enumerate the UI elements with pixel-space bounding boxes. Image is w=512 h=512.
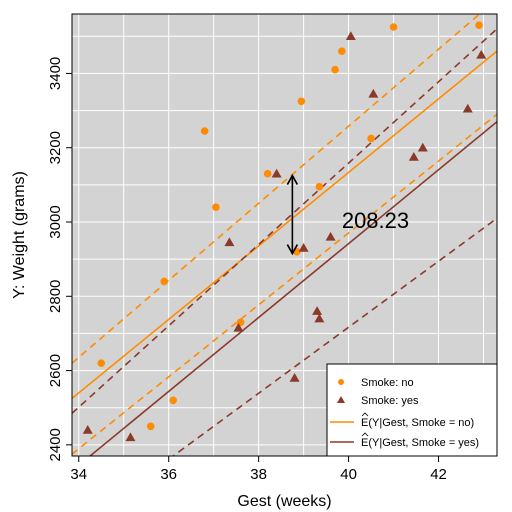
x-axis-title: Gest (weeks) (237, 493, 331, 510)
point-yes (314, 313, 325, 323)
y-tick-label: 3400 (47, 57, 64, 90)
mean-line-yes (88, 121, 497, 456)
legend-label-fit-yes: E(Y|Gest, Smoke = yes) (361, 437, 479, 449)
point-no (160, 277, 168, 286)
legend-marker-no (338, 379, 344, 385)
point-yes (298, 243, 309, 252)
point-no (212, 203, 220, 211)
point-no (169, 396, 177, 405)
point-yes (125, 432, 136, 442)
legend-marker-yes (337, 396, 345, 403)
x-tick-label: 42 (430, 466, 447, 483)
point-no (200, 127, 209, 135)
point-yes (417, 142, 428, 152)
difference-label: 208.23 (342, 208, 409, 233)
x-tick-label: 34 (70, 466, 87, 483)
mean-line-no (72, 50, 497, 400)
legend-label-fit-no: E(Y|Gest, Smoke = no) (361, 417, 474, 429)
point-no (97, 359, 106, 367)
point-no (389, 23, 398, 31)
x-tick-label: 38 (250, 466, 267, 483)
y-tick-label: 2600 (47, 354, 64, 387)
legend-label-yes: Smoke: yes (361, 395, 419, 407)
point-no (338, 47, 346, 55)
point-yes (312, 306, 323, 315)
point-yes (476, 49, 487, 59)
point-yes (82, 425, 93, 434)
point-no (263, 169, 272, 178)
arrow-head-top (286, 173, 299, 185)
y-tick-label: 3000 (47, 205, 64, 238)
point-yes (368, 88, 379, 98)
y-tick-label: 2800 (47, 280, 64, 313)
data-points (82, 21, 487, 442)
point-no (315, 182, 324, 191)
difference-annotation: 208.23 (286, 173, 409, 256)
legend-hat-yes (361, 432, 369, 437)
y-axis-title: Y: Weight (grams) (11, 171, 28, 299)
legend-box (326, 363, 498, 457)
fitted-lines (72, 14, 497, 456)
point-yes (233, 322, 244, 332)
point-no (475, 21, 483, 29)
plot-frame (71, 13, 498, 457)
legend-hat-no (361, 412, 369, 417)
point-no (146, 422, 155, 431)
point-no (331, 65, 339, 74)
point-no (367, 134, 375, 143)
arrow-head-bottom (286, 244, 299, 256)
point-yes (408, 152, 419, 161)
x-tick-label: 36 (160, 466, 177, 483)
point-yes (345, 31, 356, 41)
point-no (297, 97, 306, 106)
band-upper-no (72, 14, 481, 364)
legend: Smoke: no Smoke: yes E(Y|Gest, Smoke = no)… (326, 363, 498, 457)
y-tick-label: 3200 (47, 131, 64, 164)
point-yes (289, 373, 300, 382)
point-yes (271, 168, 282, 178)
point-yes (224, 237, 235, 247)
y-tick-label: 2400 (47, 428, 64, 461)
point-yes (462, 103, 473, 113)
axes: 34 36 38 40 42 2400 2600 2800 3000 3200 3400 (47, 13, 498, 483)
x-tick-label: 40 (340, 466, 357, 483)
point-yes (325, 231, 336, 241)
legend-label-no: Smoke: no (361, 377, 414, 389)
band-lower-no (72, 113, 497, 455)
